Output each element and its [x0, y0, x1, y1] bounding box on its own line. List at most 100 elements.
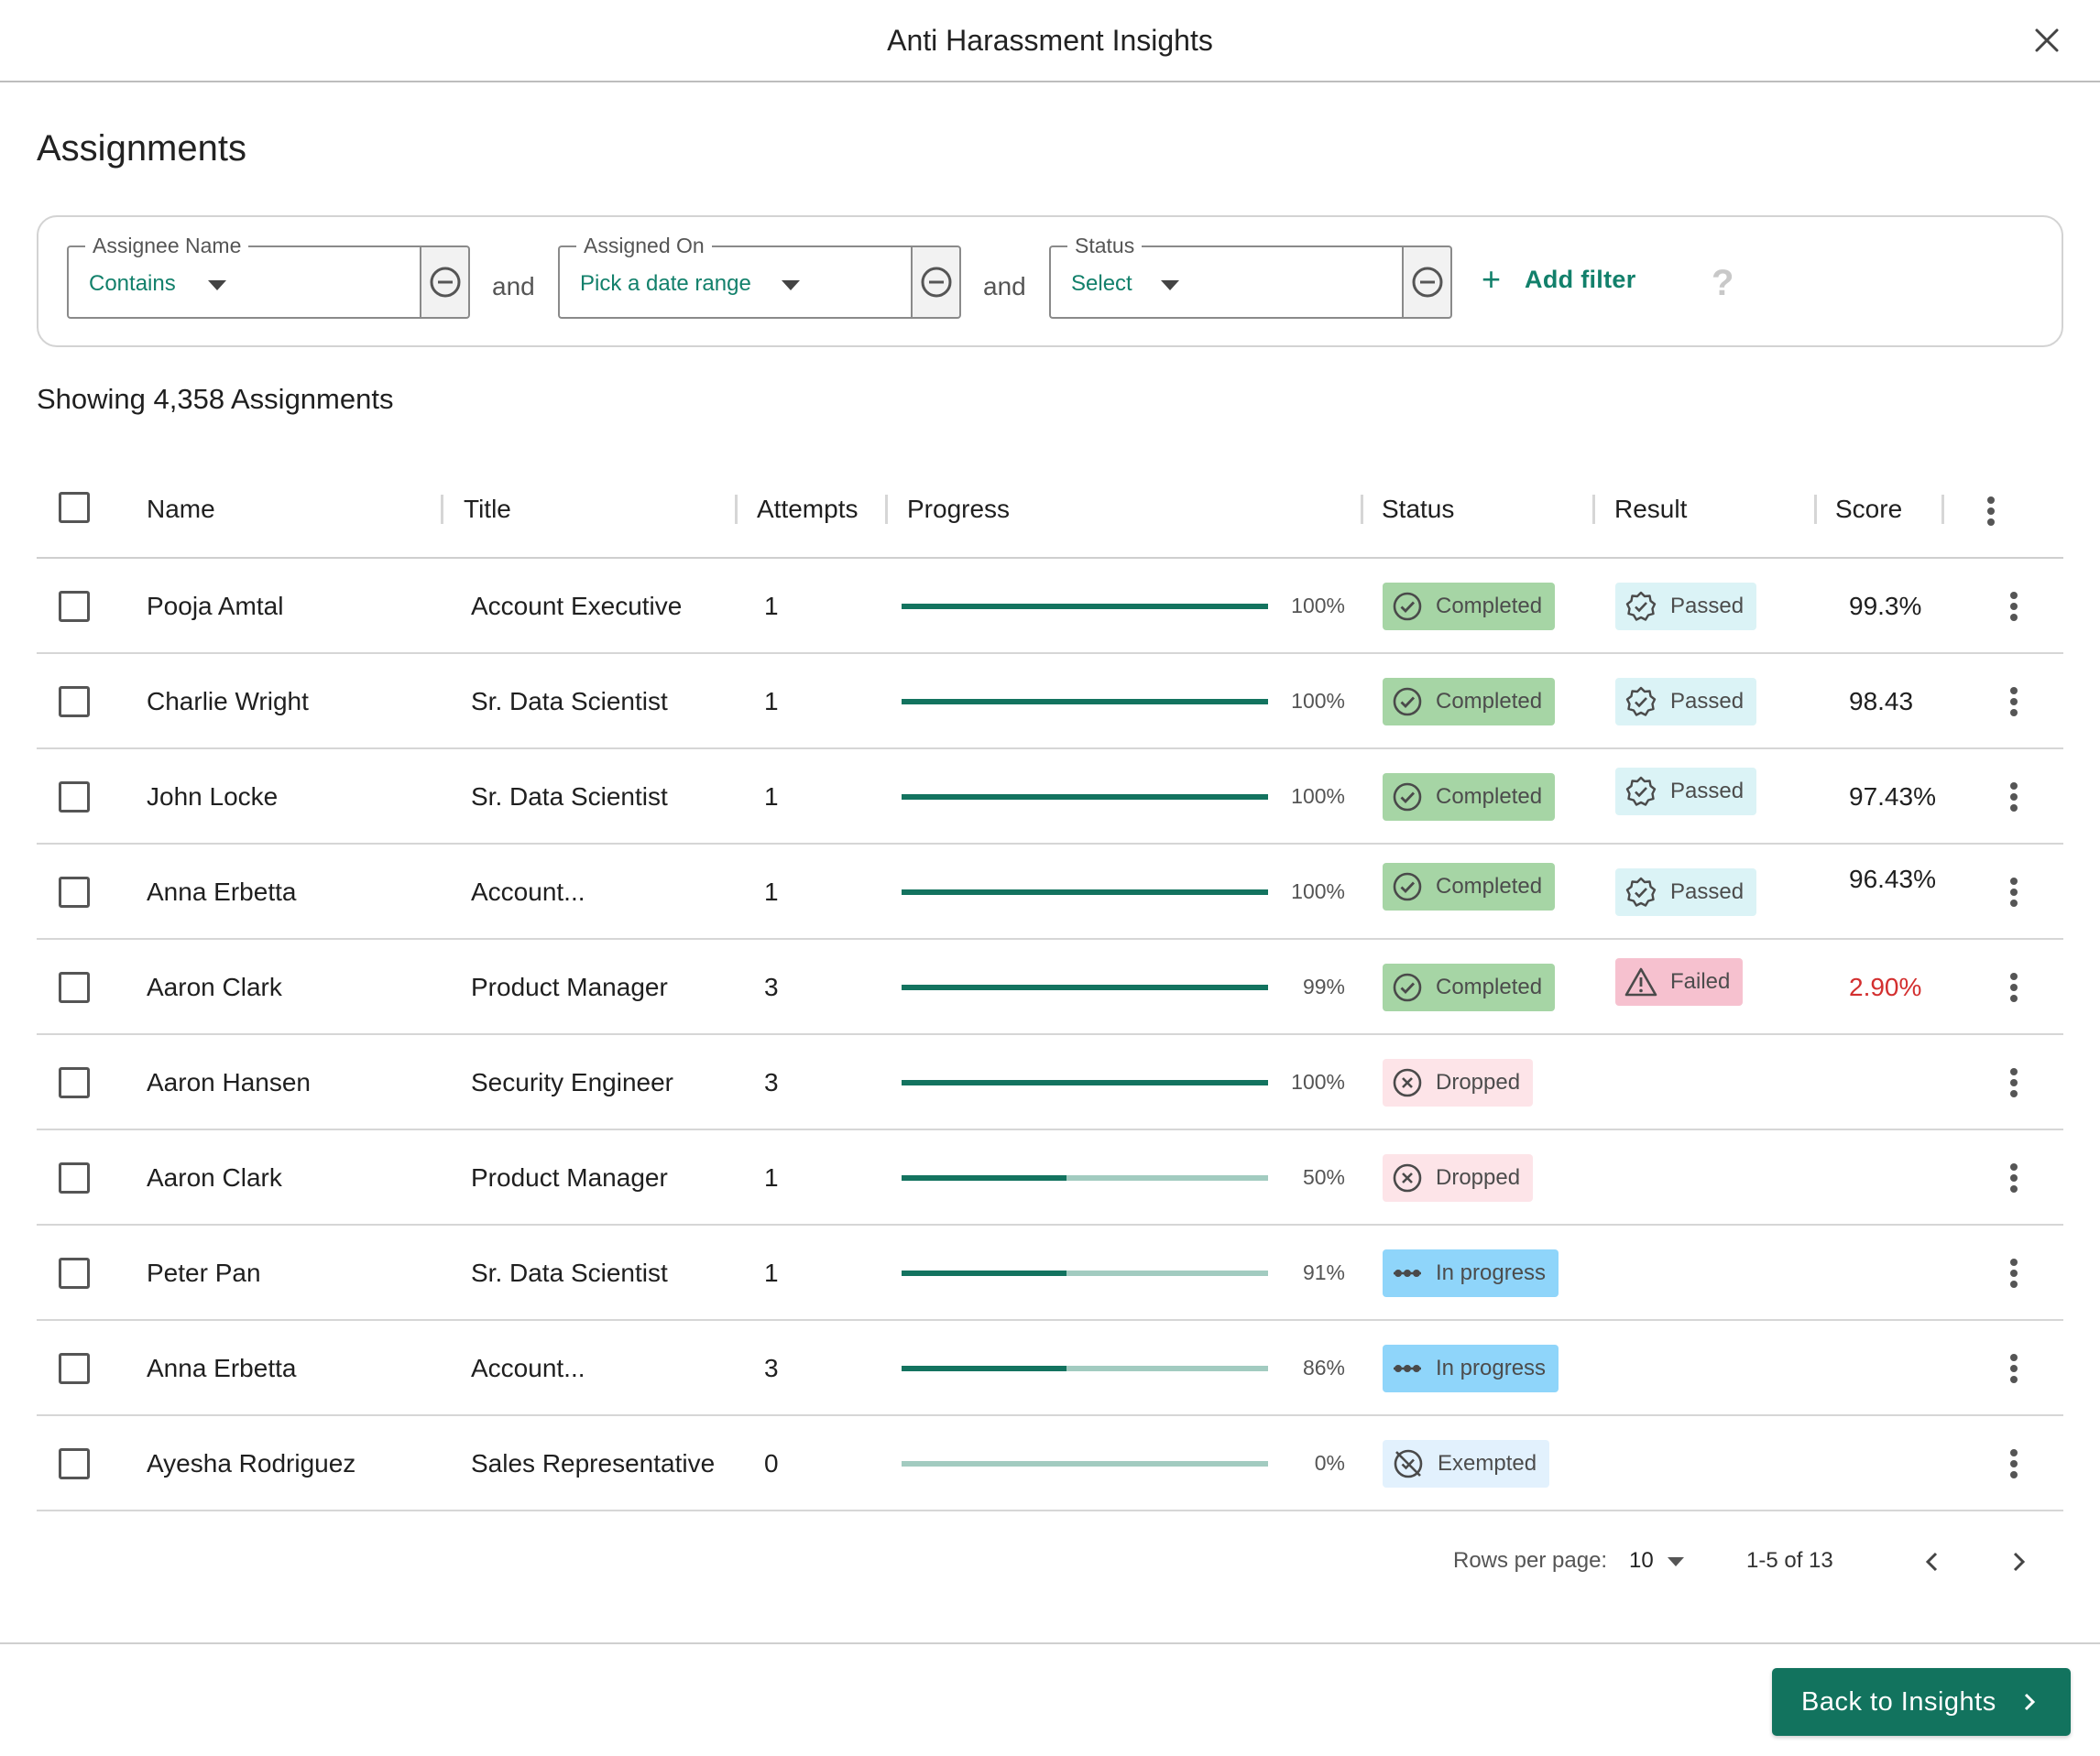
- status-label: Completed: [1436, 594, 1543, 618]
- filter-connector: and: [983, 272, 1026, 300]
- cell-name: Anna Erbetta: [147, 1354, 297, 1382]
- cell-attempts: 3: [764, 1354, 779, 1382]
- column-header-result[interactable]: Result: [1614, 495, 1688, 523]
- row-more-vert-icon[interactable]: [2000, 1255, 2028, 1292]
- filter-bar: Assignee Name Contains and Assigned On P…: [37, 215, 2063, 347]
- status-badge: In progress: [1383, 1249, 1559, 1297]
- filter-value: Select: [1071, 271, 1132, 296]
- chevron-down-icon[interactable]: [1668, 1557, 1684, 1566]
- row-checkbox[interactable]: [59, 972, 90, 1003]
- remove-filter-button[interactable]: [911, 245, 961, 319]
- row-more-vert-icon[interactable]: [2000, 1064, 2028, 1101]
- filter-assigned-on-select[interactable]: Assigned On Pick a date range: [558, 234, 911, 319]
- cell-attempts: 1: [764, 1163, 779, 1192]
- result-label: Passed: [1670, 594, 1745, 618]
- row-more-vert-icon[interactable]: [2000, 874, 2028, 911]
- filter-assignee-name-select[interactable]: Assignee Name Contains: [67, 234, 420, 319]
- row-checkbox[interactable]: [59, 1448, 90, 1479]
- row-checkbox[interactable]: [59, 1353, 90, 1384]
- remove-filter-button[interactable]: [1402, 245, 1452, 319]
- cell-title: Security Engineer: [471, 1068, 674, 1096]
- progress-bar: [902, 985, 1268, 990]
- status-badge: Completed: [1383, 863, 1556, 911]
- cell-name: Ayesha Rodriguez: [147, 1449, 356, 1478]
- dialog-footer: Back to Insights: [0, 1642, 2100, 1756]
- progress-percent: 99%: [1302, 975, 1345, 998]
- row-checkbox[interactable]: [59, 781, 90, 813]
- chevron-down-icon[interactable]: [208, 280, 226, 290]
- column-header-name[interactable]: Name: [147, 495, 215, 523]
- cell-attempts: 1: [764, 687, 779, 715]
- row-more-vert-icon[interactable]: [2000, 1445, 2028, 1482]
- row-more-vert-icon[interactable]: [2000, 683, 2028, 720]
- column-divider[interactable]: [441, 495, 443, 524]
- cell-title: Account Executive: [471, 592, 683, 620]
- dialog-title: Anti Harassment Insights: [887, 24, 1213, 57]
- column-divider[interactable]: [885, 495, 888, 524]
- row-more-vert-icon[interactable]: [2000, 779, 2028, 815]
- row-checkbox[interactable]: [59, 686, 90, 717]
- filter-assigned-on: Assigned On Pick a date range: [558, 234, 963, 319]
- filter-connector: and: [492, 272, 535, 300]
- column-header-title[interactable]: Title: [464, 495, 511, 523]
- status-badge: Dropped: [1383, 1059, 1534, 1107]
- column-divider[interactable]: [1592, 495, 1595, 524]
- filter-status-select[interactable]: Status Select: [1049, 234, 1402, 319]
- select-all-checkbox[interactable]: [59, 492, 90, 523]
- chevron-down-icon[interactable]: [782, 280, 800, 290]
- cancel-circle-icon: [1392, 1162, 1436, 1194]
- close-icon[interactable]: [2030, 24, 2063, 57]
- table-row: Pooja Amtal Account Executive 1 100% Complet…: [37, 559, 2063, 654]
- row-checkbox[interactable]: [59, 1067, 90, 1098]
- more-vert-icon[interactable]: [1977, 493, 2005, 529]
- status-badge: In progress: [1383, 1345, 1559, 1392]
- cell-title: Product Manager: [471, 1163, 668, 1192]
- column-divider[interactable]: [735, 495, 738, 524]
- progress-bar-fill: [902, 604, 1268, 609]
- dots-progress-icon: [1392, 1258, 1436, 1289]
- progress-bar-fill: [902, 794, 1268, 800]
- row-more-vert-icon[interactable]: [2000, 588, 2028, 625]
- column-header-score[interactable]: Score: [1835, 495, 1903, 523]
- column-divider[interactable]: [1941, 495, 1944, 524]
- cell-attempts: 3: [764, 1068, 779, 1096]
- column-header-status[interactable]: Status: [1382, 495, 1455, 523]
- chevron-right-icon: [2024, 1693, 2036, 1711]
- cell-title: Sales Representative: [471, 1449, 716, 1478]
- table-row: Charlie Wright Sr. Data Scientist 1 100% Com…: [37, 654, 2063, 749]
- progress-bar: [902, 604, 1268, 609]
- result-badge: Failed: [1615, 958, 1744, 1006]
- row-checkbox[interactable]: [59, 1258, 90, 1289]
- next-page-button[interactable]: [2005, 1546, 2032, 1577]
- status-label: In progress: [1436, 1356, 1547, 1380]
- progress-bar-fill: [902, 889, 1268, 895]
- dialog-header: Anti Harassment Insights: [0, 0, 2100, 82]
- filter-value: Contains: [89, 271, 176, 296]
- column-header-progress[interactable]: Progress: [907, 495, 1011, 523]
- chevron-down-icon[interactable]: [1161, 280, 1179, 290]
- table-row: Ayesha Rodriguez Sales Representative 0 0% E…: [37, 1416, 2063, 1511]
- results-count: Showing 4,358 Assignments: [37, 383, 394, 415]
- help-icon[interactable]: ?: [1712, 263, 1734, 303]
- cell-name: Aaron Clark: [147, 973, 282, 1001]
- row-more-vert-icon[interactable]: [2000, 1160, 2028, 1196]
- previous-page-button[interactable]: [1919, 1546, 1946, 1577]
- column-header-attempts[interactable]: Attempts: [757, 495, 859, 523]
- row-checkbox[interactable]: [59, 591, 90, 622]
- check-circle-icon: [1392, 871, 1436, 902]
- column-divider[interactable]: [1814, 495, 1817, 524]
- remove-filter-button[interactable]: [420, 245, 470, 319]
- cell-score: 99.3%: [1849, 592, 1922, 620]
- add-filter-button[interactable]: + Add filter: [1482, 261, 1636, 298]
- chevron-right-icon: [2013, 1552, 2026, 1572]
- column-divider[interactable]: [1361, 495, 1363, 524]
- row-checkbox[interactable]: [59, 1162, 90, 1194]
- progress-bar-fill: [902, 1080, 1268, 1085]
- table-row: Anna Erbetta Account... 1 100% Completed Pass…: [37, 845, 2063, 940]
- row-more-vert-icon[interactable]: [2000, 1350, 2028, 1387]
- row-more-vert-icon[interactable]: [2000, 969, 2028, 1006]
- row-checkbox[interactable]: [59, 877, 90, 908]
- rows-per-page-select[interactable]: 10: [1629, 1548, 1654, 1573]
- filter-label: Status: [1067, 234, 1143, 258]
- back-to-insights-button[interactable]: Back to Insights: [1772, 1668, 2071, 1736]
